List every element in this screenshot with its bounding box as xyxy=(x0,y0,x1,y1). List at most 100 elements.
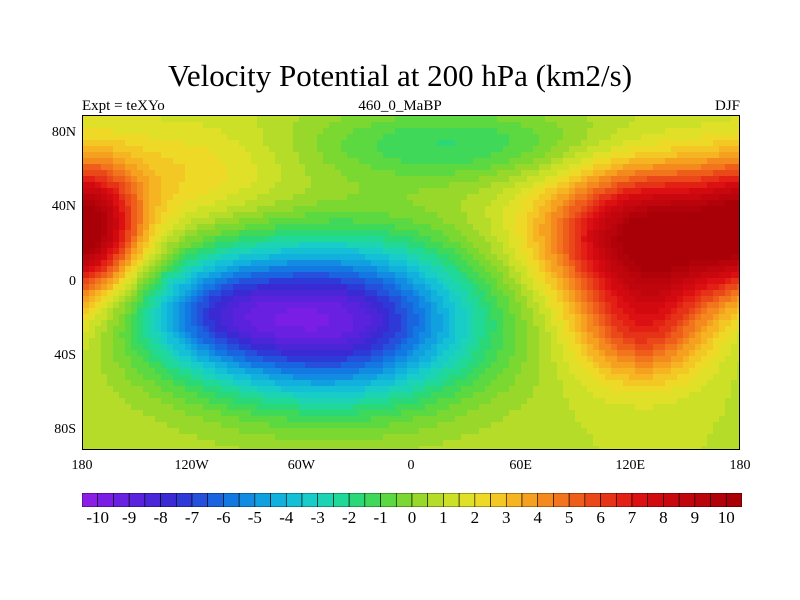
heatmap-cell xyxy=(155,194,162,201)
heatmap-cell xyxy=(683,158,690,165)
heatmap-cell xyxy=(533,236,540,243)
heatmap-cell xyxy=(611,332,618,339)
heatmap-cell xyxy=(719,206,726,213)
heatmap-cell xyxy=(311,356,318,363)
heatmap-cell xyxy=(191,296,198,303)
heatmap-cell xyxy=(449,218,456,225)
heatmap-cell xyxy=(425,242,432,249)
heatmap-cell xyxy=(719,290,726,297)
heatmap-cell xyxy=(167,182,174,189)
heatmap-cell xyxy=(485,170,492,177)
heatmap-cell xyxy=(209,206,216,213)
heatmap-cell xyxy=(605,242,612,249)
heatmap-cell xyxy=(263,326,270,333)
heatmap-cell xyxy=(149,326,156,333)
heatmap-cell xyxy=(197,200,204,207)
heatmap-cell xyxy=(539,206,546,213)
heatmap-cell xyxy=(707,152,714,159)
heatmap-cell xyxy=(161,230,168,237)
heatmap-cell xyxy=(575,254,582,261)
heatmap-cell xyxy=(347,206,354,213)
heatmap-cell xyxy=(407,314,414,321)
heatmap-cell xyxy=(389,128,396,135)
heatmap-cell xyxy=(125,326,132,333)
heatmap-cell xyxy=(413,332,420,339)
heatmap-cell xyxy=(671,248,678,255)
heatmap-cell xyxy=(161,218,168,225)
heatmap-cell xyxy=(185,218,192,225)
heatmap-cell xyxy=(113,302,120,309)
heatmap-cell xyxy=(155,356,162,363)
heatmap-cell xyxy=(533,242,540,249)
heatmap-cell xyxy=(95,302,102,309)
heatmap-cell xyxy=(587,152,594,159)
heatmap-cell xyxy=(683,224,690,231)
heatmap-cell xyxy=(227,260,234,267)
heatmap-cell xyxy=(479,242,486,249)
heatmap-cell xyxy=(311,146,318,153)
heatmap-cell xyxy=(161,206,168,213)
heatmap-cell xyxy=(269,332,276,339)
heatmap-cell xyxy=(299,248,306,255)
heatmap-cell xyxy=(137,302,144,309)
heatmap-cell xyxy=(605,116,612,123)
heatmap-cell xyxy=(227,314,234,321)
heatmap-cell xyxy=(191,242,198,249)
heatmap-cell xyxy=(635,188,642,195)
heatmap-cell xyxy=(437,158,444,165)
heatmap-cell xyxy=(563,224,570,231)
heatmap-cell xyxy=(503,152,510,159)
heatmap-cell xyxy=(605,170,612,177)
heatmap-cell xyxy=(665,296,672,303)
heatmap-cell xyxy=(257,116,264,123)
heatmap-cell xyxy=(455,140,462,147)
heatmap-cell xyxy=(731,278,738,285)
heatmap-cell xyxy=(365,182,372,189)
heatmap-cell xyxy=(269,308,276,315)
heatmap-cell xyxy=(293,218,300,225)
heatmap-cell xyxy=(479,350,486,357)
heatmap-cell xyxy=(509,146,516,153)
heatmap-cell xyxy=(497,326,504,333)
heatmap-cell xyxy=(197,176,204,183)
heatmap-cell xyxy=(113,242,120,249)
heatmap-cell xyxy=(161,236,168,243)
heatmap-cell xyxy=(521,314,528,321)
heatmap-cell xyxy=(509,308,516,315)
heatmap-cell xyxy=(737,296,739,303)
heatmap-cell xyxy=(143,158,150,165)
heatmap-cell xyxy=(191,164,198,171)
heatmap-cell xyxy=(443,314,450,321)
heatmap-cell xyxy=(401,290,408,297)
heatmap-cell xyxy=(299,296,306,303)
heatmap-cell xyxy=(713,170,720,177)
heatmap-cell xyxy=(605,308,612,315)
heatmap-cell xyxy=(251,314,258,321)
heatmap-cell xyxy=(737,308,739,315)
heatmap-cell xyxy=(431,152,438,159)
heatmap-cell xyxy=(521,260,528,267)
heatmap-cell xyxy=(701,368,708,375)
heatmap-cell xyxy=(473,302,480,309)
heatmap-cell xyxy=(467,296,474,303)
heatmap-cell xyxy=(275,290,282,297)
heatmap-cell xyxy=(83,134,90,141)
heatmap-cell xyxy=(131,302,138,309)
heatmap-cell xyxy=(545,350,552,357)
heatmap-cell xyxy=(491,146,498,153)
heatmap-cell xyxy=(725,170,732,177)
heatmap-field xyxy=(83,116,739,449)
heatmap-cell xyxy=(377,182,384,189)
heatmap-cell xyxy=(185,344,192,351)
heatmap-cell xyxy=(737,290,739,297)
heatmap-cell xyxy=(335,308,342,315)
heatmap-cell xyxy=(209,134,216,141)
heatmap-cell xyxy=(143,350,150,357)
heatmap-cell xyxy=(695,128,702,135)
heatmap-cell xyxy=(233,254,240,261)
heatmap-cell xyxy=(659,338,666,345)
heatmap-cell xyxy=(269,368,276,375)
heatmap-cell xyxy=(203,314,210,321)
heatmap-cell xyxy=(449,350,456,357)
heatmap-cell xyxy=(371,146,378,153)
